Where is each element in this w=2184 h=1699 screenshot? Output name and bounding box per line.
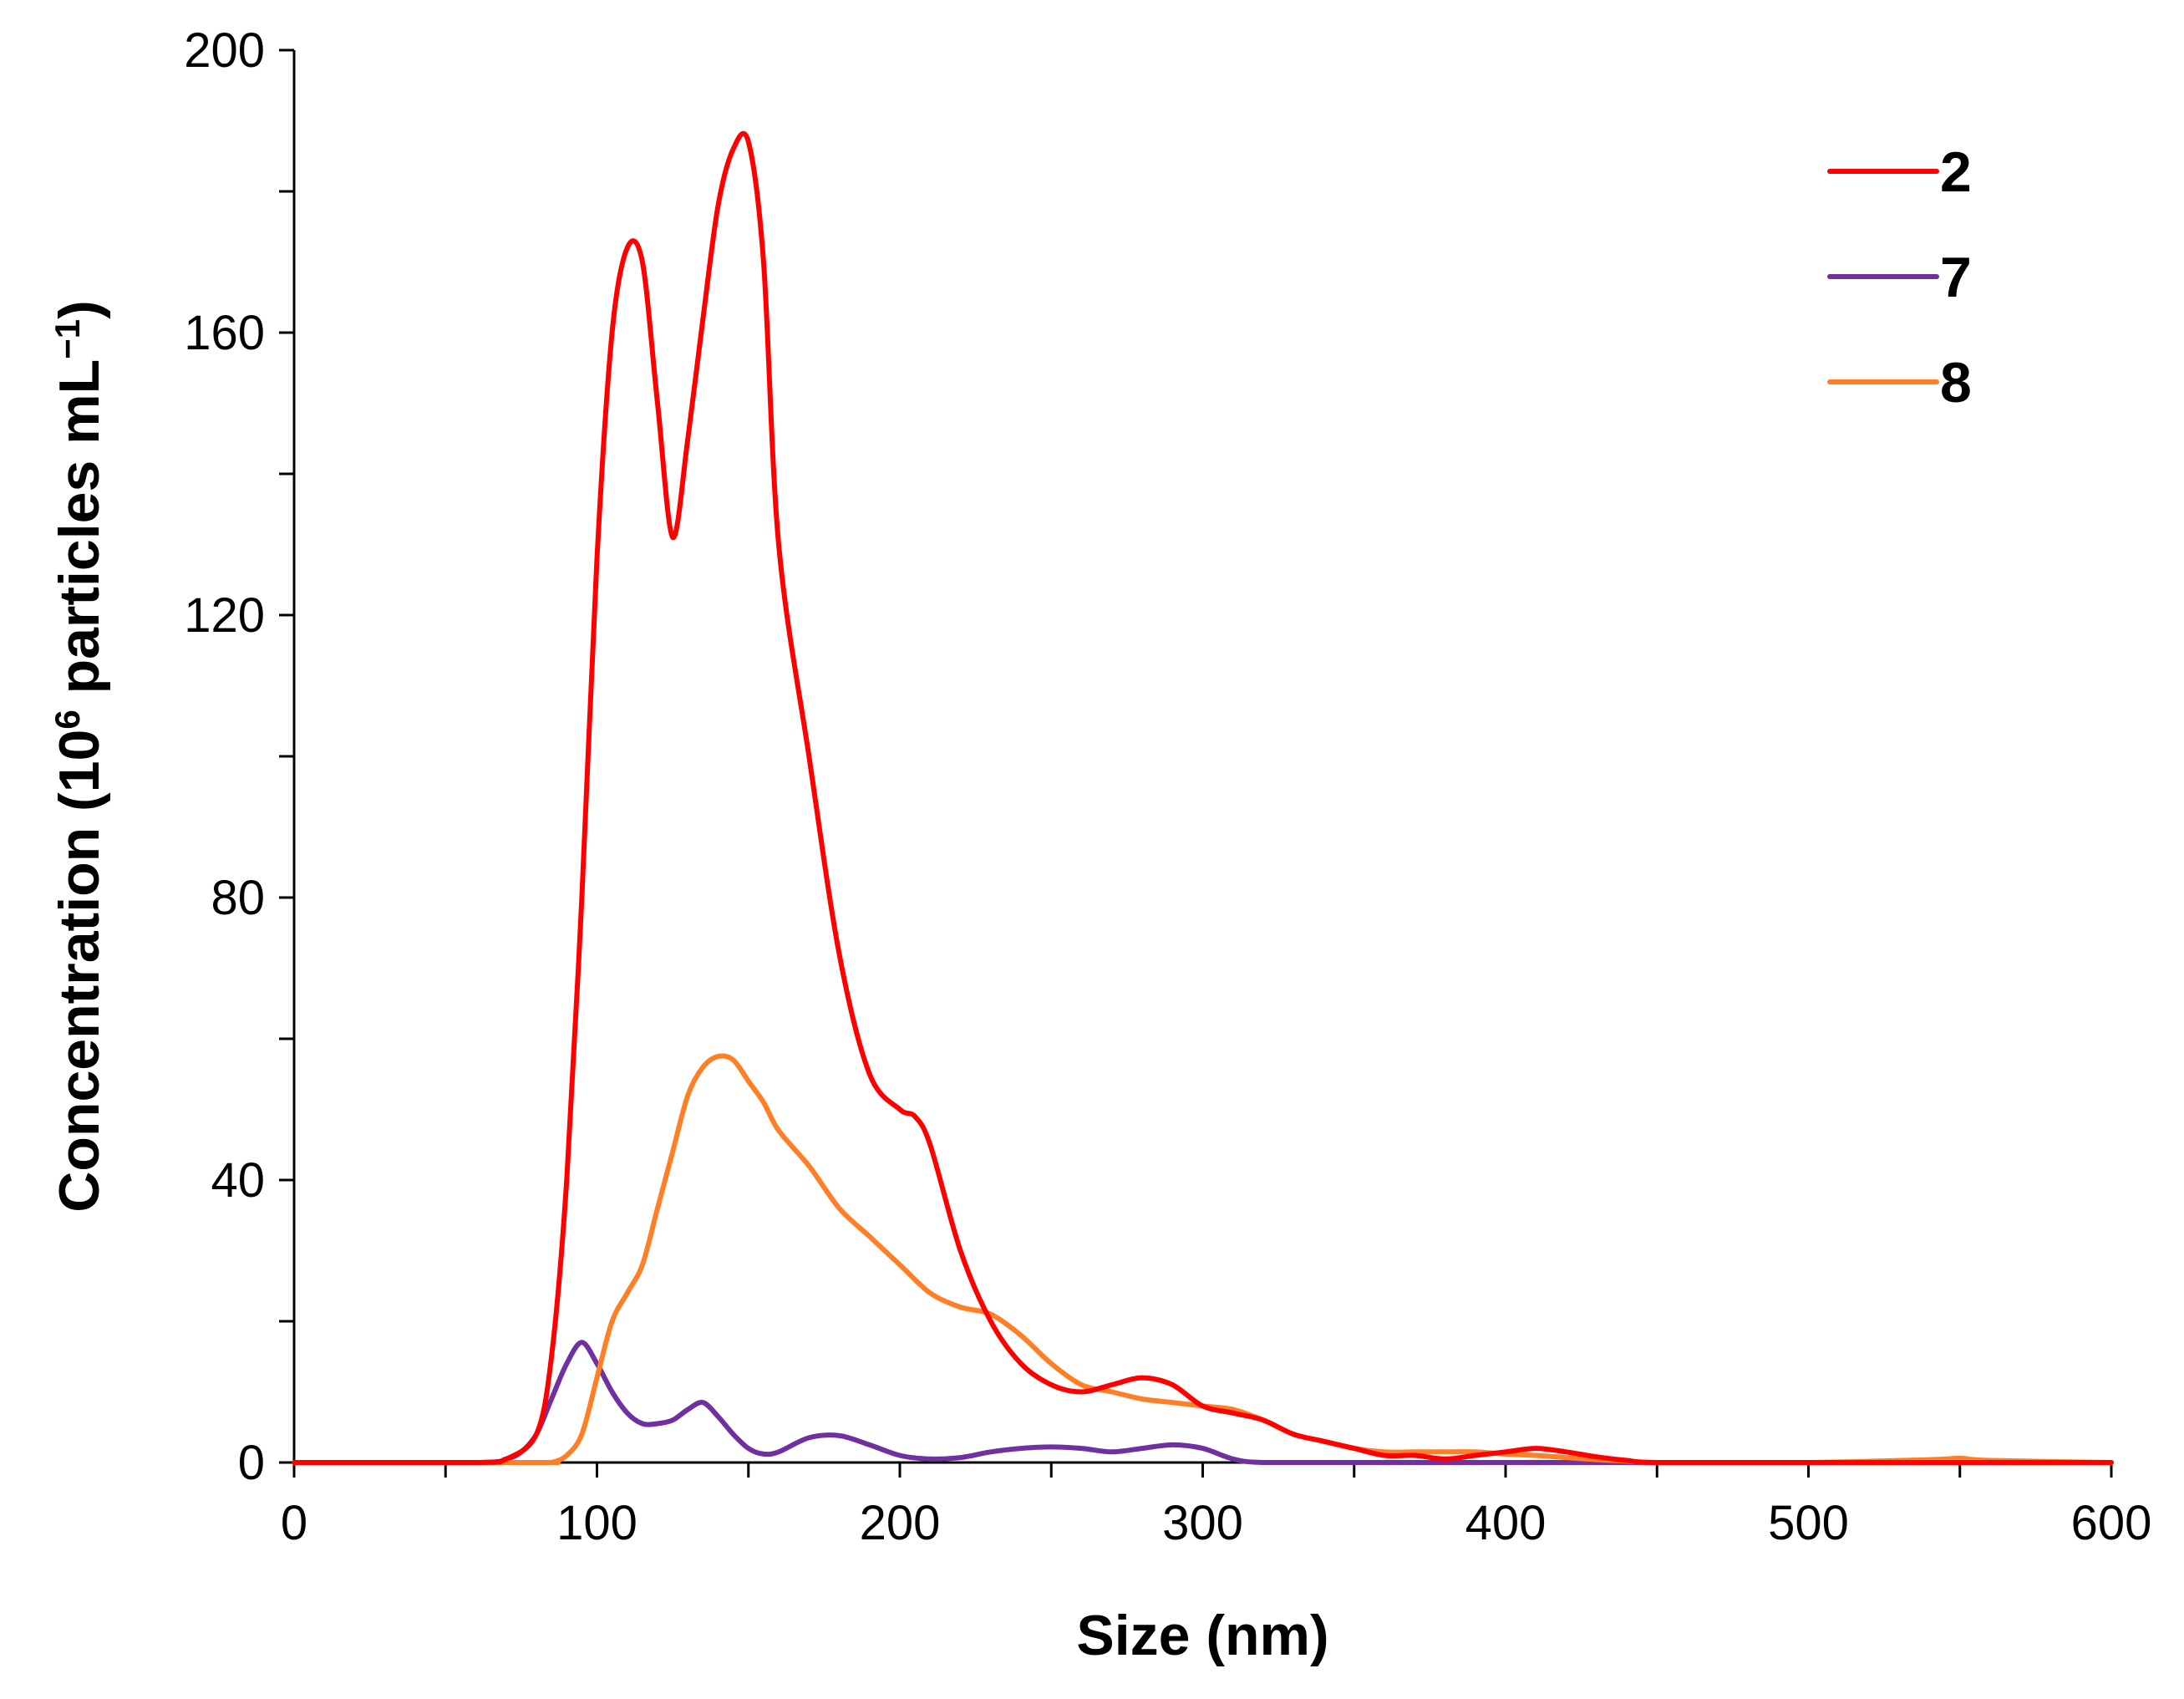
y-tick-label: 160 bbox=[184, 306, 265, 360]
y-tick-label: 40 bbox=[211, 1153, 265, 1208]
y-axis-title-sup1: 6 bbox=[48, 710, 87, 729]
x-tick-label: 600 bbox=[2071, 1496, 2152, 1550]
legend-label-2: 2 bbox=[1940, 140, 1972, 204]
series-line-2 bbox=[292, 130, 2114, 1466]
x-tick-label: 500 bbox=[1768, 1496, 1849, 1550]
x-tick-label: 0 bbox=[281, 1496, 307, 1550]
y-axis-title-sup2: −1 bbox=[48, 319, 87, 359]
x-tick-label: 300 bbox=[1162, 1496, 1243, 1550]
x-tick-label: 200 bbox=[860, 1496, 941, 1550]
legend: 2 7 8 bbox=[1827, 140, 1972, 415]
legend-label-8: 8 bbox=[1940, 351, 1972, 415]
y-axis-title: Concentration (106 particles mL−1) bbox=[48, 300, 112, 1212]
y-axis-title-middle: particles mL bbox=[48, 359, 111, 710]
x-axis-title: Size (nm) bbox=[1076, 1604, 1328, 1667]
x-tick-label: 400 bbox=[1465, 1496, 1547, 1550]
y-tick-label: 200 bbox=[184, 23, 265, 78]
y-tick-label: 0 bbox=[238, 1436, 265, 1490]
y-axis-title-suffix: ) bbox=[48, 300, 111, 319]
series-line-7 bbox=[292, 1340, 2114, 1466]
series-group bbox=[292, 130, 2114, 1466]
x-tick-label: 100 bbox=[556, 1496, 637, 1550]
series-line-8 bbox=[292, 1053, 2114, 1466]
x-axis-ticks: 0 100 200 300 400 500 600 bbox=[281, 1462, 2152, 1550]
y-axis-title-prefix: Concentration (10 bbox=[48, 730, 111, 1213]
y-tick-label: 120 bbox=[184, 588, 265, 643]
y-tick-label: 80 bbox=[211, 871, 265, 925]
legend-label-7: 7 bbox=[1940, 246, 1972, 309]
y-axis-ticks: 0 40 80 120 160 200 bbox=[184, 23, 294, 1490]
